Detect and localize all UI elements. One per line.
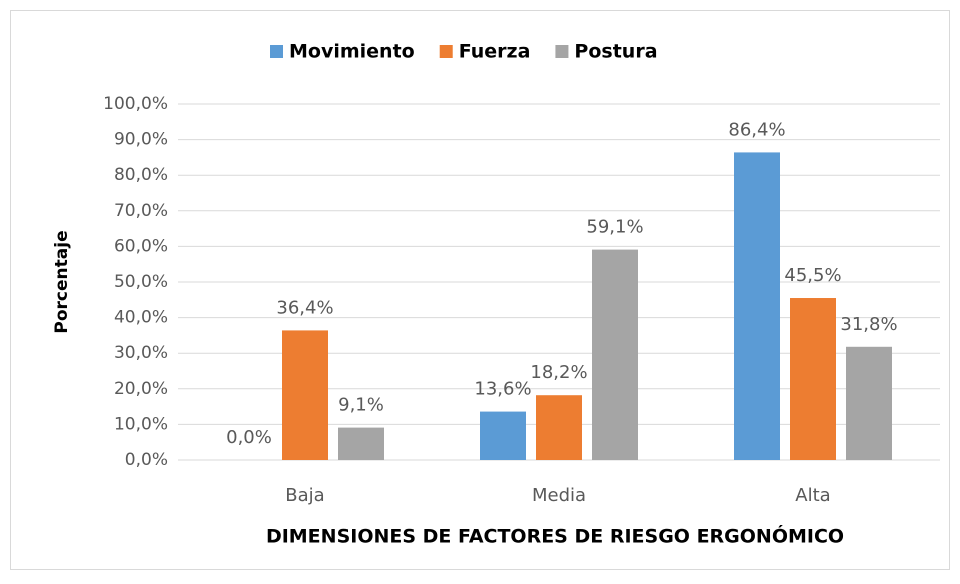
y-tick-label: 30,0% [114, 343, 168, 363]
bar [846, 346, 892, 460]
bar [592, 249, 638, 460]
value-label: 45,5% [784, 265, 841, 286]
y-tick-label: 10,0% [114, 414, 168, 434]
y-tick-label: 80,0% [114, 165, 168, 185]
legend-label: Fuerza [459, 41, 531, 63]
bar [282, 330, 328, 460]
legend-swatch [439, 45, 453, 58]
value-label: 9,1% [338, 395, 384, 416]
y-axis-title: Porcentaje [52, 230, 72, 333]
value-label: 0,0% [226, 427, 272, 448]
y-tick-label: 40,0% [114, 308, 168, 328]
x-tick-label: Baja [285, 485, 324, 506]
y-tick-label: 70,0% [114, 201, 168, 221]
y-tick-label: 50,0% [114, 272, 168, 292]
bar [536, 395, 582, 460]
y-tick-label: 60,0% [114, 236, 168, 256]
y-tick-label: 0,0% [125, 450, 168, 470]
bar [734, 152, 780, 460]
legend-swatch [270, 45, 283, 58]
y-tick-label: 20,0% [114, 379, 168, 399]
x-tick-label: Media [532, 485, 586, 506]
bar [790, 298, 836, 460]
bar [480, 411, 526, 460]
value-label: 13,6% [474, 379, 531, 400]
value-label: 86,4% [728, 119, 785, 140]
value-label: 18,2% [530, 362, 587, 383]
value-label: 36,4% [276, 297, 333, 318]
bar [338, 427, 384, 460]
y-tick-label: 90,0% [114, 130, 168, 150]
y-tick-label: 100,0% [103, 94, 168, 114]
x-tick-label: Alta [795, 485, 830, 506]
value-label: 31,8% [840, 314, 897, 335]
value-label: 59,1% [586, 217, 643, 238]
x-axis-title: DIMENSIONES DE FACTORES DE RIESGO ERGONÓ… [266, 524, 844, 548]
legend-label: Movimiento [289, 41, 415, 63]
legend-swatch [555, 45, 569, 58]
legend-label: Postura [574, 41, 657, 63]
